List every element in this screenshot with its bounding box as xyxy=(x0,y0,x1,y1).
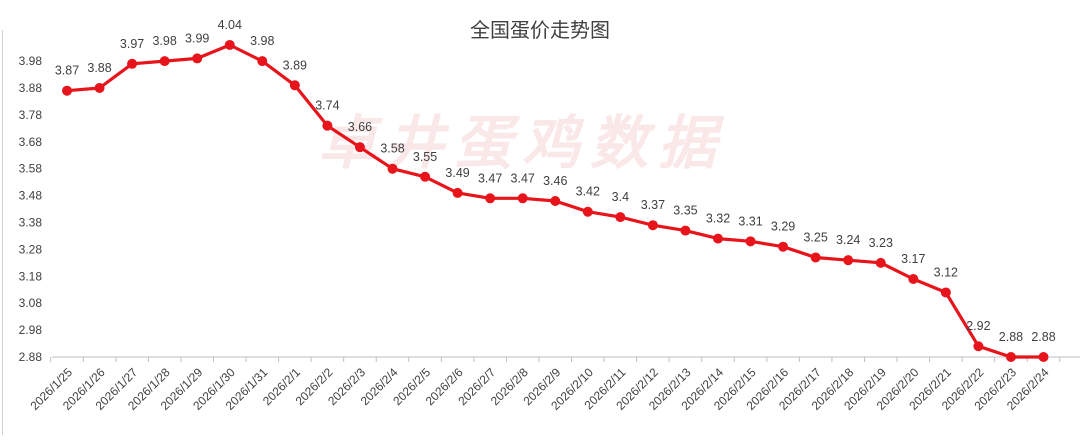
data-label: 3.88 xyxy=(87,61,111,75)
data-label: 3.47 xyxy=(511,171,535,185)
data-label: 3.46 xyxy=(543,174,567,188)
data-label: 3.35 xyxy=(673,204,697,218)
data-point xyxy=(680,225,691,236)
chart-title: 全国蛋价走势图 xyxy=(470,18,610,42)
data-point xyxy=(452,187,463,198)
data-label: 3.29 xyxy=(771,220,795,234)
y-axis-tick-label: 3.08 xyxy=(19,296,43,310)
data-point xyxy=(94,83,105,93)
data-point xyxy=(940,287,951,298)
y-axis-tick-label: 3.68 xyxy=(19,135,43,149)
data-label: 3.31 xyxy=(738,214,762,228)
data-label: 3.99 xyxy=(185,31,209,45)
data-label: 3.17 xyxy=(901,252,925,266)
y-axis-tick-label: 3.58 xyxy=(19,162,43,176)
chart-border xyxy=(2,30,3,435)
data-label: 3.49 xyxy=(445,166,469,180)
y-axis-tick-label: 2.98 xyxy=(19,323,43,337)
data-point xyxy=(517,193,528,204)
y-axis-tick-label: 3.28 xyxy=(19,242,43,256)
data-point xyxy=(875,257,886,268)
data-label: 4.04 xyxy=(218,18,242,32)
data-point xyxy=(810,252,821,263)
data-point xyxy=(322,120,333,131)
data-label: 3.23 xyxy=(869,236,893,250)
data-label: 3.12 xyxy=(934,265,958,279)
data-label: 3.97 xyxy=(120,37,144,51)
data-label: 3.37 xyxy=(641,198,665,212)
y-axis-tick-label: 3.38 xyxy=(19,216,43,230)
data-point xyxy=(192,53,203,64)
data-point xyxy=(420,171,431,182)
data-point xyxy=(615,212,626,223)
data-point xyxy=(1038,352,1049,362)
data-point xyxy=(224,39,235,50)
data-point xyxy=(550,195,561,206)
data-point xyxy=(62,85,72,96)
data-label: 3.47 xyxy=(478,171,502,185)
data-label: 3.42 xyxy=(576,185,600,199)
data-point xyxy=(289,80,300,91)
y-axis-tick-label: 3.48 xyxy=(19,189,43,203)
data-point xyxy=(485,193,496,204)
data-point xyxy=(778,241,789,252)
data-point xyxy=(908,273,919,284)
data-label: 3.58 xyxy=(380,142,404,156)
data-point xyxy=(713,233,723,244)
data-label: 3.87 xyxy=(55,64,79,78)
data-label: 3.66 xyxy=(348,120,372,134)
data-label: 3.98 xyxy=(250,34,274,48)
data-label: 3.98 xyxy=(152,34,176,48)
data-label: 3.32 xyxy=(706,212,730,226)
data-label: 3.24 xyxy=(836,233,860,247)
watermark: 卓井蛋鸡数据 xyxy=(318,109,727,177)
data-label: 3.55 xyxy=(413,150,437,164)
data-point xyxy=(973,341,984,352)
y-axis-tick-label: 3.78 xyxy=(19,108,43,122)
data-label: 3.25 xyxy=(803,230,827,244)
y-axis-tick-label: 3.88 xyxy=(19,81,43,95)
data-point xyxy=(257,56,268,67)
y-axis-tick-label: 3.18 xyxy=(19,269,43,283)
data-point xyxy=(387,163,398,174)
data-point xyxy=(647,220,658,231)
y-axis-tick-label: 2.88 xyxy=(19,350,43,364)
data-point xyxy=(745,236,756,247)
data-point xyxy=(1005,352,1016,362)
data-label: 3.4 xyxy=(612,190,629,204)
data-point xyxy=(843,255,854,266)
data-label: 2.88 xyxy=(999,330,1023,344)
data-label: 2.88 xyxy=(1031,330,1055,344)
data-label: 3.74 xyxy=(315,99,339,113)
data-point xyxy=(159,56,170,67)
data-label: 3.89 xyxy=(283,58,307,72)
data-point xyxy=(127,58,138,69)
data-point xyxy=(582,206,593,217)
data-label: 2.92 xyxy=(966,319,990,333)
y-axis-tick-label: 3.98 xyxy=(19,54,43,68)
data-point xyxy=(354,142,365,153)
